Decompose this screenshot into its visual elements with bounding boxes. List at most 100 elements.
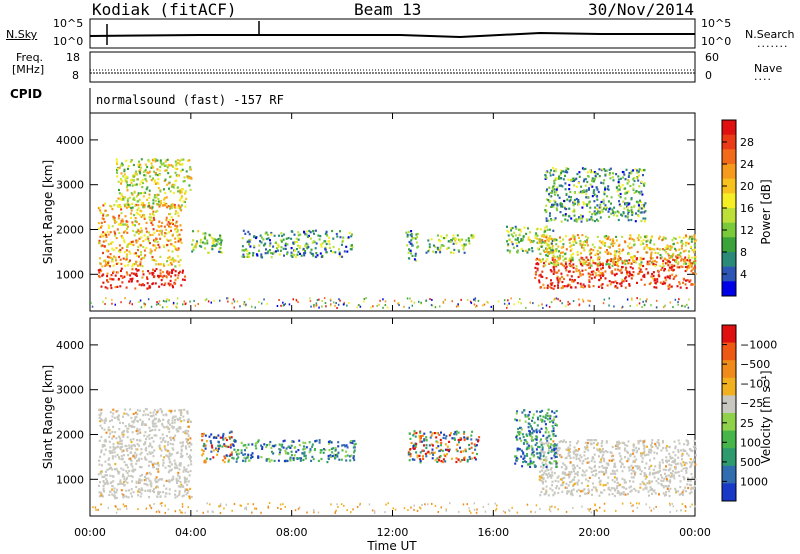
- velocity-cell: [576, 481, 579, 484]
- power-cell: [570, 265, 573, 268]
- velocity-cell: [188, 445, 191, 448]
- power-cell: [160, 229, 163, 232]
- velocity-cell: [268, 443, 271, 446]
- power-cell: [318, 306, 320, 309]
- velocity-cell: [292, 458, 295, 462]
- velocity-cell: [186, 412, 189, 415]
- velocity-cell: [430, 443, 433, 446]
- power-cell: [562, 178, 565, 181]
- velocity-cell: [114, 455, 117, 458]
- power-cell: [163, 197, 166, 200]
- velocity-cell: [179, 485, 182, 489]
- power-cell: [586, 264, 589, 267]
- velocity-cell: [113, 490, 116, 493]
- power-cell: [157, 224, 160, 228]
- power-cell: [343, 301, 345, 304]
- power-cell: [137, 229, 140, 232]
- velocity-cell: [148, 471, 151, 474]
- velocity-cell: [677, 490, 680, 493]
- power-cell: [575, 185, 578, 188]
- power-cell: [334, 304, 336, 307]
- power-cell: [635, 200, 638, 203]
- velocity-cell: [315, 439, 318, 442]
- velocity-cell: [542, 455, 545, 458]
- velocity-cell: [552, 440, 555, 443]
- velocity-cell: [108, 467, 111, 470]
- velocity-cell: [613, 476, 616, 479]
- velocity-cell: [318, 441, 321, 444]
- velocity-cell: [282, 440, 285, 443]
- power-cell: [118, 192, 121, 195]
- power-cell: [137, 232, 140, 235]
- power-cell: [601, 208, 604, 212]
- power-cell: [194, 244, 197, 247]
- power-cell: [540, 241, 543, 245]
- velocity-cell: [440, 444, 442, 447]
- power-cell: [282, 238, 285, 241]
- velocity-cell: [551, 484, 554, 487]
- power-cell: [248, 252, 251, 255]
- power-cell: [657, 252, 660, 255]
- velocity-cell: [149, 411, 152, 414]
- velocity-cell: [217, 450, 219, 453]
- power-cell: [181, 278, 184, 281]
- power-cell: [680, 259, 683, 262]
- power-cell: [601, 283, 604, 286]
- power-cell: [154, 199, 157, 203]
- power-cell: [545, 204, 548, 207]
- velocity-cell: [111, 419, 113, 422]
- velocity-cell: [141, 473, 144, 476]
- power-cell: [414, 237, 417, 240]
- velocity-cell: [688, 461, 691, 464]
- velocity-cell: [586, 461, 589, 464]
- velocity-cell: [353, 439, 356, 443]
- power-cell: [650, 257, 653, 260]
- velocity-cell: [181, 441, 184, 444]
- power-cell: [591, 177, 594, 180]
- power-cell: [139, 299, 142, 302]
- velocity-cell: [118, 457, 121, 460]
- velocity-cell: [433, 432, 436, 435]
- power-cell: [680, 239, 683, 243]
- power-cell: [584, 262, 587, 265]
- power-cell: [672, 258, 675, 261]
- velocity-cell: [151, 451, 154, 454]
- velocity-cell: [152, 411, 155, 414]
- power-cell: [684, 241, 687, 244]
- power-cell: [118, 214, 121, 217]
- power-cell: [509, 227, 512, 230]
- velocity-cell: [543, 471, 546, 474]
- power-cell: [220, 241, 223, 244]
- velocity-cell: [141, 421, 144, 424]
- power-cell: [463, 244, 466, 247]
- power-cell: [411, 304, 414, 307]
- power-cell: [560, 184, 563, 187]
- power-cell: [683, 262, 685, 265]
- velocity-cell: [661, 441, 664, 444]
- power-cell: [579, 282, 582, 285]
- power-cell: [312, 229, 315, 233]
- power-cell: [175, 248, 178, 252]
- velocity-cell: [222, 459, 225, 462]
- power-cell: [173, 183, 176, 186]
- power-cell: [149, 213, 152, 216]
- power-cell: [177, 162, 180, 165]
- velocity-cell: [232, 457, 235, 460]
- power-cell: [157, 263, 160, 266]
- velocity-cell: [285, 451, 288, 454]
- velocity-cell: [556, 452, 559, 455]
- velocity-cell: [133, 419, 136, 422]
- power-cell: [116, 271, 119, 274]
- power-cell: [640, 200, 642, 203]
- power-cell: [181, 187, 184, 191]
- velocity-cell: [99, 420, 102, 423]
- velocity-cell: [308, 451, 311, 454]
- velocity-cell: [688, 492, 691, 495]
- velocity-cell: [552, 494, 555, 497]
- power-cell: [174, 270, 177, 273]
- power-cell: [107, 261, 110, 264]
- velocity-cell: [587, 488, 590, 491]
- power-cell: [630, 277, 633, 280]
- velocity-cell: [563, 471, 566, 474]
- power-cell: [550, 242, 553, 245]
